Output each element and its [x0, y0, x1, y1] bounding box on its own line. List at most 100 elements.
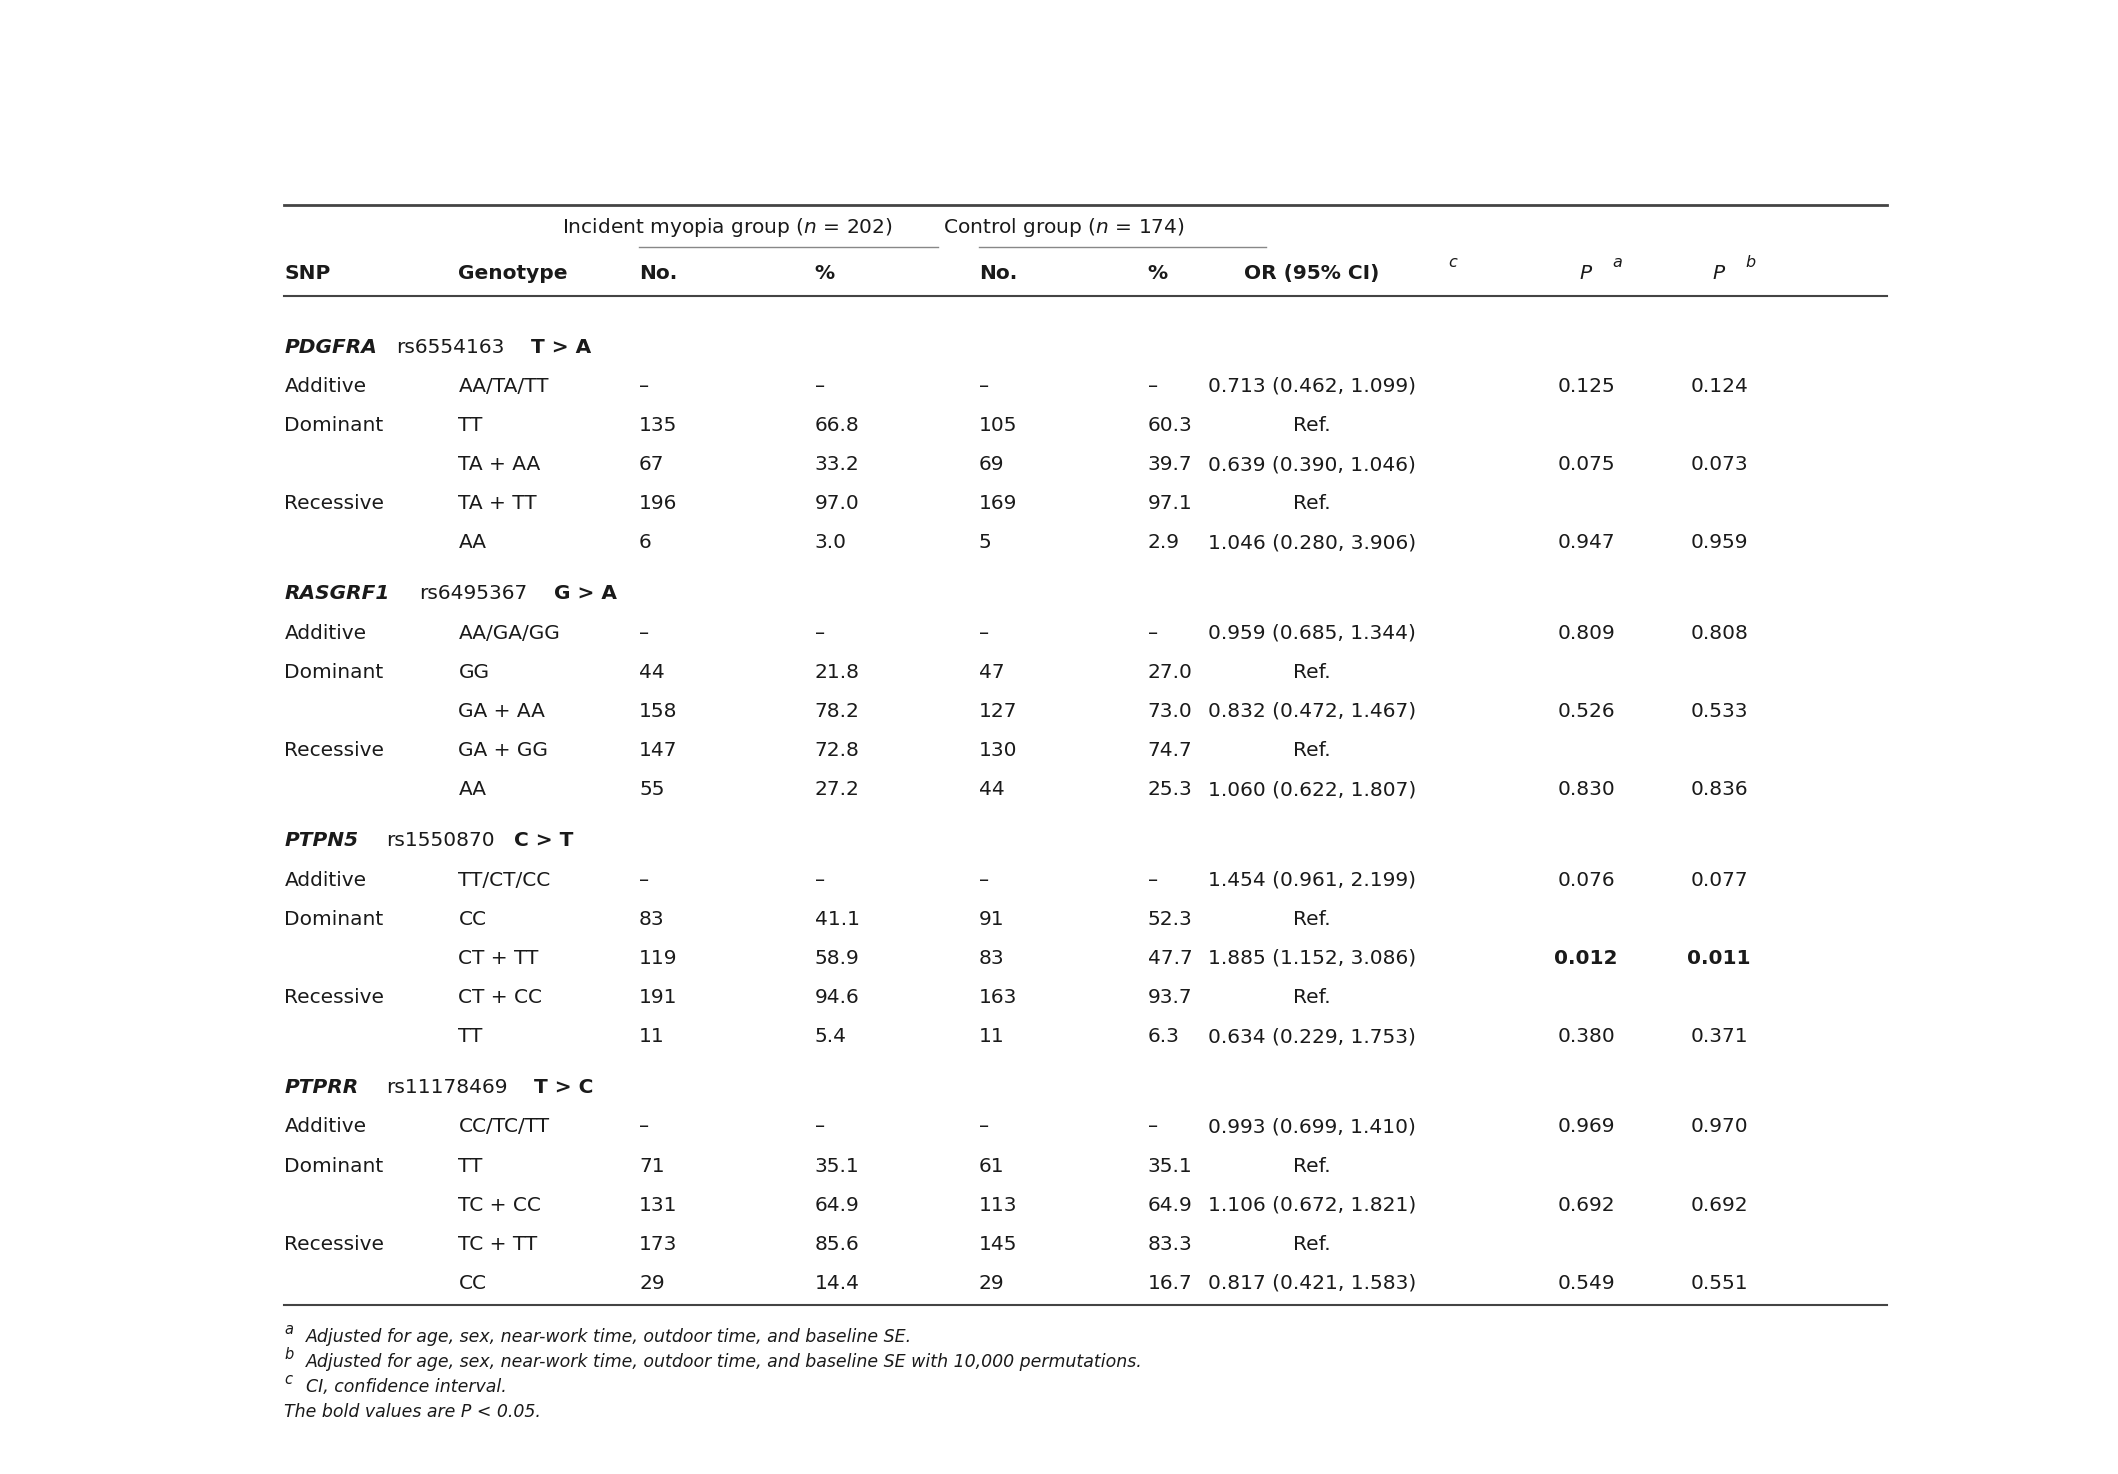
Text: –: –	[979, 1117, 989, 1136]
Text: 145: 145	[979, 1235, 1017, 1254]
Text: %: %	[1148, 264, 1167, 283]
Text: 55: 55	[640, 780, 665, 799]
Text: Adjusted for age, sex, near-work time, outdoor time, and baseline SE.: Adjusted for age, sex, near-work time, o…	[305, 1328, 913, 1346]
Text: 97.0: 97.0	[815, 494, 860, 513]
Text: 0.830: 0.830	[1557, 780, 1616, 799]
Text: 5: 5	[979, 534, 991, 553]
Text: –: –	[979, 624, 989, 643]
Text: rs6495367: rs6495367	[419, 585, 527, 603]
Text: rs1550870: rs1550870	[385, 831, 496, 850]
Text: 0.124: 0.124	[1690, 377, 1747, 397]
Text: rs11178469: rs11178469	[385, 1077, 508, 1097]
Text: 29: 29	[979, 1274, 1004, 1293]
Text: –: –	[640, 377, 648, 397]
Text: 1.106 (0.672, 1.821): 1.106 (0.672, 1.821)	[1207, 1195, 1417, 1215]
Text: PTPRR: PTPRR	[284, 1077, 358, 1097]
Text: Control group ($n$ = 174): Control group ($n$ = 174)	[943, 217, 1184, 239]
Text: 27.0: 27.0	[1148, 663, 1192, 682]
Text: 41.1: 41.1	[815, 909, 860, 929]
Text: 58.9: 58.9	[815, 949, 860, 968]
Text: 44: 44	[979, 780, 1004, 799]
Text: 0.808: 0.808	[1690, 624, 1747, 643]
Text: 35.1: 35.1	[815, 1157, 860, 1176]
Text: AA: AA	[457, 534, 487, 553]
Text: –: –	[1148, 624, 1159, 643]
Text: Genotype: Genotype	[457, 264, 568, 283]
Text: Dominant: Dominant	[284, 909, 383, 929]
Text: Ref.: Ref.	[1294, 909, 1330, 929]
Text: OR (95% CI): OR (95% CI)	[1243, 264, 1379, 283]
Text: 91: 91	[979, 909, 1004, 929]
Text: 135: 135	[640, 416, 678, 435]
Text: 3.0: 3.0	[815, 534, 847, 553]
Text: Recessive: Recessive	[284, 1235, 385, 1254]
Text: 191: 191	[640, 988, 678, 1007]
Text: 127: 127	[979, 702, 1017, 721]
Text: $\mathit{b}$: $\mathit{b}$	[1745, 254, 1756, 270]
Text: 0.713 (0.462, 1.099): 0.713 (0.462, 1.099)	[1207, 377, 1417, 397]
Text: CT + TT: CT + TT	[457, 949, 538, 968]
Text: TA + TT: TA + TT	[457, 494, 538, 513]
Text: 78.2: 78.2	[815, 702, 860, 721]
Text: PTPN5: PTPN5	[284, 831, 358, 850]
Text: 27.2: 27.2	[815, 780, 860, 799]
Text: PDGFRA: PDGFRA	[284, 338, 377, 357]
Text: The bold values are P < 0.05.: The bold values are P < 0.05.	[284, 1403, 542, 1421]
Text: 1.060 (0.622, 1.807): 1.060 (0.622, 1.807)	[1207, 780, 1417, 799]
Text: 0.012: 0.012	[1555, 949, 1618, 968]
Text: Dominant: Dominant	[284, 416, 383, 435]
Text: 158: 158	[640, 702, 678, 721]
Text: TT: TT	[457, 416, 483, 435]
Text: TC + TT: TC + TT	[457, 1235, 538, 1254]
Text: 97.1: 97.1	[1148, 494, 1192, 513]
Text: 0.077: 0.077	[1690, 871, 1747, 889]
Text: Ref.: Ref.	[1294, 663, 1330, 682]
Text: 66.8: 66.8	[815, 416, 860, 435]
Text: 2.9: 2.9	[1148, 534, 1180, 553]
Text: Recessive: Recessive	[284, 494, 385, 513]
Text: CC/TC/TT: CC/TC/TT	[457, 1117, 549, 1136]
Text: 196: 196	[640, 494, 678, 513]
Text: 73.0: 73.0	[1148, 702, 1192, 721]
Text: 0.836: 0.836	[1690, 780, 1747, 799]
Text: –: –	[1148, 871, 1159, 889]
Text: 1.454 (0.961, 2.199): 1.454 (0.961, 2.199)	[1207, 871, 1417, 889]
Text: 0.832 (0.472, 1.467): 0.832 (0.472, 1.467)	[1207, 702, 1417, 721]
Text: 83.3: 83.3	[1148, 1235, 1192, 1254]
Text: TC + CC: TC + CC	[457, 1195, 542, 1215]
Text: 113: 113	[979, 1195, 1017, 1215]
Text: Additive: Additive	[284, 1117, 366, 1136]
Text: 0.076: 0.076	[1557, 871, 1614, 889]
Text: $\mathbf{\mathit{P}}$: $\mathbf{\mathit{P}}$	[1711, 264, 1726, 283]
Text: T > C: T > C	[534, 1077, 593, 1097]
Text: rs6554163: rs6554163	[396, 338, 504, 357]
Text: 0.692: 0.692	[1690, 1195, 1747, 1215]
Text: RASGRF1: RASGRF1	[284, 585, 390, 603]
Text: –: –	[815, 377, 824, 397]
Text: $\mathbf{\mathit{P}}$: $\mathbf{\mathit{P}}$	[1580, 264, 1593, 283]
Text: 14.4: 14.4	[815, 1274, 860, 1293]
Text: Additive: Additive	[284, 624, 366, 643]
Text: Ref.: Ref.	[1294, 1157, 1330, 1176]
Text: CT + CC: CT + CC	[457, 988, 542, 1007]
Text: AA: AA	[457, 780, 487, 799]
Text: 147: 147	[640, 741, 678, 761]
Text: 0.073: 0.073	[1690, 455, 1747, 475]
Text: –: –	[640, 624, 648, 643]
Text: 72.8: 72.8	[815, 741, 860, 761]
Text: 0.125: 0.125	[1557, 377, 1616, 397]
Text: TT: TT	[457, 1027, 483, 1047]
Text: Recessive: Recessive	[284, 741, 385, 761]
Text: 85.6: 85.6	[815, 1235, 860, 1254]
Text: $\mathit{a}$: $\mathit{a}$	[1612, 255, 1622, 270]
Text: –: –	[640, 871, 648, 889]
Text: 35.1: 35.1	[1148, 1157, 1192, 1176]
Text: 0.970: 0.970	[1690, 1117, 1747, 1136]
Text: Ref.: Ref.	[1294, 1235, 1330, 1254]
Text: TT: TT	[457, 1157, 483, 1176]
Text: Incident myopia group ($n$ = 202): Incident myopia group ($n$ = 202)	[563, 217, 894, 239]
Text: 6.3: 6.3	[1148, 1027, 1180, 1047]
Text: 0.526: 0.526	[1557, 702, 1614, 721]
Text: 83: 83	[640, 909, 665, 929]
Text: GG: GG	[457, 663, 489, 682]
